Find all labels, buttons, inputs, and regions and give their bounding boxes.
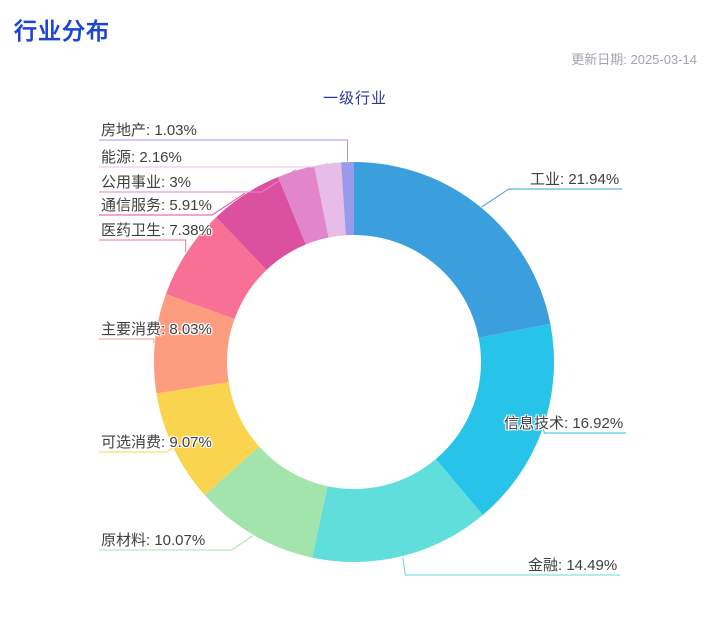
page-title: 行业分布 xyxy=(14,18,110,44)
pie-slice[interactable] xyxy=(435,323,554,515)
label-leader-line xyxy=(99,447,173,453)
label-leader-line xyxy=(481,188,622,208)
pie-slice[interactable] xyxy=(216,176,306,270)
pie-slice[interactable] xyxy=(153,294,235,394)
label-leader-line xyxy=(543,428,626,434)
pie-slice[interactable] xyxy=(312,459,483,563)
pie-slice[interactable] xyxy=(341,162,354,236)
slice-label: 原材料: 10.07% xyxy=(101,532,206,549)
label-leader-line xyxy=(99,139,348,162)
label-leader-line xyxy=(99,239,187,253)
label-leader-line xyxy=(402,556,620,576)
slice-label: 通信服务: 5.91% xyxy=(101,197,212,214)
slice-label: 金融: 14.49% xyxy=(528,557,618,574)
slice-label: 主要消费: 8.03% xyxy=(101,321,212,338)
pie-slice[interactable] xyxy=(278,166,329,245)
slice-label: 医药卫生: 7.38% xyxy=(101,222,212,239)
pie-slice[interactable] xyxy=(156,381,260,496)
slice-label: 能源: 2.16% xyxy=(101,149,182,166)
pie-slice[interactable] xyxy=(204,446,328,558)
label-leader-line xyxy=(99,192,246,216)
slice-label: 房地产: 1.03% xyxy=(101,122,197,139)
label-leader-line xyxy=(99,338,155,343)
pie-slice[interactable] xyxy=(314,162,346,238)
label-leader-line xyxy=(99,535,254,551)
label-leader-line xyxy=(99,162,328,168)
update-date: 更新日期: 2025-03-14 xyxy=(571,52,697,67)
slice-label: 可选消费: 9.07% xyxy=(101,434,212,451)
pie-slice[interactable] xyxy=(354,162,551,338)
label-leader-line xyxy=(99,169,296,193)
slice-label: 工业: 21.94% xyxy=(530,171,620,188)
pie-slice[interactable] xyxy=(165,217,267,319)
slice-label: 公用事业: 3% xyxy=(101,174,192,191)
chart-title: 一级行业 xyxy=(322,90,387,107)
slice-label: 信息技术: 16.92% xyxy=(504,415,624,432)
